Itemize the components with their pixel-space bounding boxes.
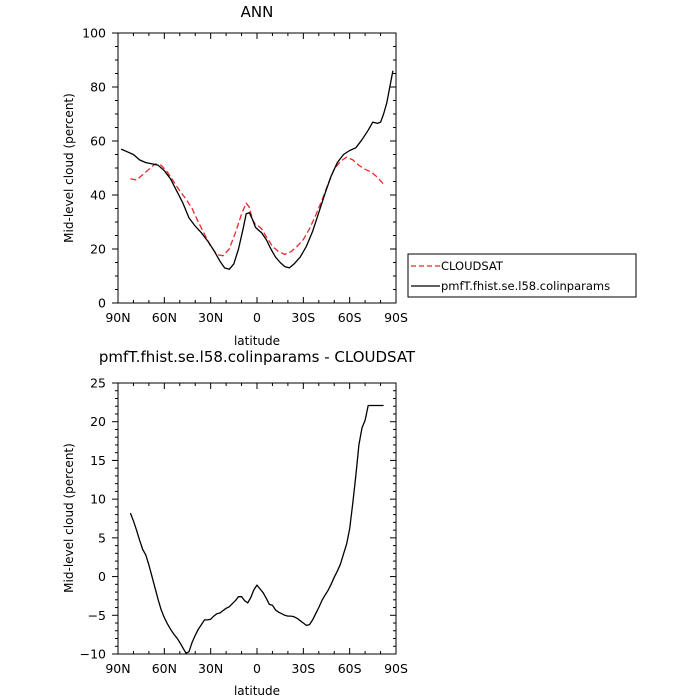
y-tick-label: 60 [90, 134, 106, 149]
x-tick-label: 90N [105, 661, 130, 676]
x-axis-label: latitude [234, 334, 280, 348]
x-tick-label: 90S [384, 310, 408, 325]
series-line [130, 156, 385, 257]
y-tick-label: −10 [80, 647, 106, 662]
series-lines [120, 70, 394, 270]
y-tick-label: 0 [98, 296, 106, 311]
axis-ticks: 90N 60N 30N 0 30S 60S 90S 0 20 40 60 80 100 [82, 26, 408, 326]
plot-frame [117, 32, 397, 304]
bottom-panel: pmfT.fhist.se.l58.colinparams - CLOUDSAT… [62, 348, 416, 698]
y-tick-label: 10 [90, 492, 106, 507]
y-tick-label: 15 [90, 453, 106, 468]
x-tick-label: 30S [291, 661, 315, 676]
x-tick-label: 60N [152, 310, 177, 325]
y-tick-label: 20 [90, 414, 106, 429]
series-line [129, 404, 384, 654]
top-panel: ANN 90N 60N 30N 0 30S 60S 90S 0 20 40 60 80 100 lati… [62, 3, 637, 348]
chart-title: ANN [241, 3, 274, 21]
x-tick-label: 90S [384, 661, 408, 676]
series-line [120, 70, 394, 270]
y-tick-label: 40 [90, 188, 106, 203]
x-tick-label: 30N [198, 310, 223, 325]
x-axis-label: latitude [234, 684, 280, 698]
y-tick-label: 5 [98, 530, 106, 545]
y-tick-label: 80 [90, 80, 106, 95]
legend: CLOUDSAT pmfT.fhist.se.l58.colinparams [407, 253, 637, 298]
y-tick-label: 25 [90, 376, 106, 391]
chart-title: pmfT.fhist.se.l58.colinparams - CLOUDSAT [99, 348, 416, 366]
y-tick-label: −5 [88, 608, 106, 623]
x-tick-label: 0 [253, 310, 261, 325]
x-tick-label: 30N [198, 661, 223, 676]
x-tick-label: 60S [338, 661, 362, 676]
y-axis-label: Mid-level cloud (percent) [62, 93, 76, 243]
y-tick-label: 20 [90, 242, 106, 257]
axis-ticks: 90N 60N 30N 0 30S 60S 90S −10 −5 0 5 10 15 20 25 [80, 376, 408, 677]
legend-label-cloudsat: CLOUDSAT [441, 259, 504, 273]
legend-label-model: pmfT.fhist.se.l58.colinparams [441, 279, 610, 293]
series-lines [129, 404, 384, 654]
plot-frame [117, 382, 397, 655]
x-tick-label: 0 [253, 661, 261, 676]
y-axis-label: Mid-level cloud (percent) [62, 443, 76, 593]
legend-box [407, 253, 637, 298]
y-tick-label: 100 [82, 26, 106, 41]
x-tick-label: 60S [338, 310, 362, 325]
y-tick-label: 0 [98, 569, 106, 584]
x-tick-label: 90N [105, 310, 130, 325]
x-tick-label: 60N [152, 661, 177, 676]
x-tick-label: 30S [291, 310, 315, 325]
